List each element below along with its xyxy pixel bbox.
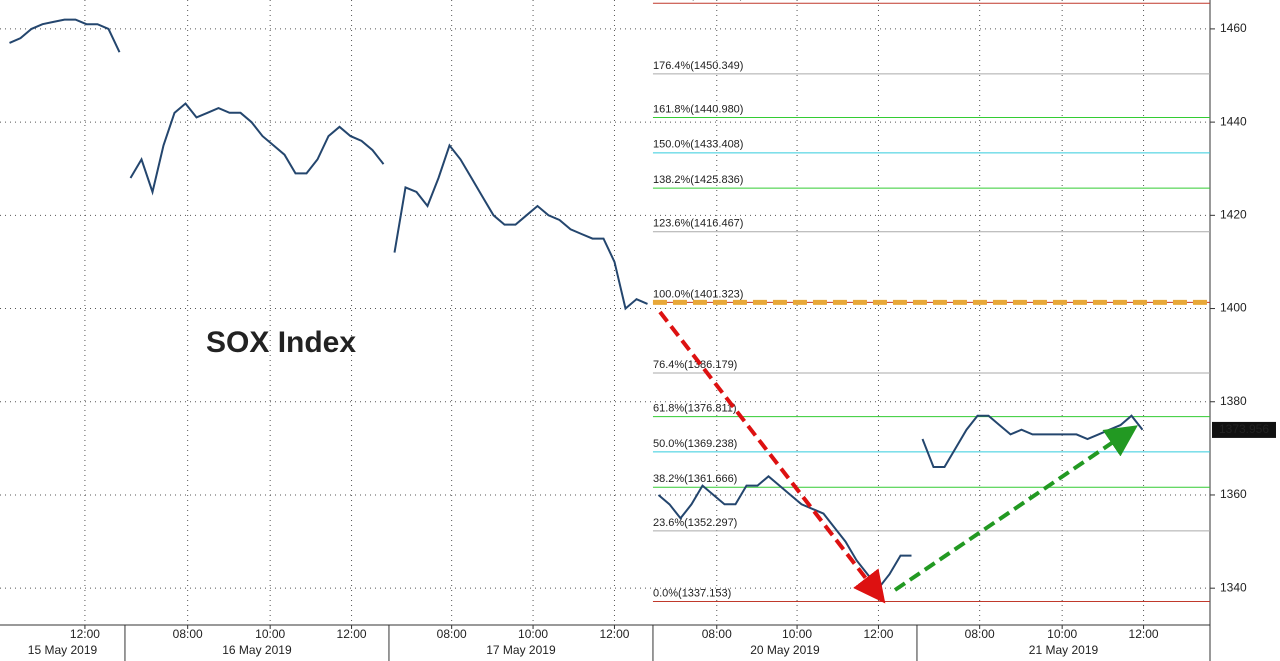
down-arrow: [658, 310, 886, 604]
x-tick-label: 08:00: [173, 627, 203, 641]
x-tick-label: 08:00: [702, 627, 732, 641]
level-label: 38.2%(1361.666): [653, 473, 737, 485]
y-tick-label: 1360: [1220, 487, 1247, 501]
x-tick-label: 12:00: [70, 627, 100, 641]
price-line: [393, 143, 648, 311]
x-tick-label: 08:00: [437, 627, 467, 641]
last-value-label: 1373.956: [1219, 422, 1269, 436]
price-line: [129, 102, 385, 196]
level-label: 0.0%(1337.153): [653, 587, 731, 599]
date-label: 21 May 2019: [1029, 643, 1099, 657]
x-tick-label: 12:00: [1129, 627, 1159, 641]
level-label: 23.6%(1352.297): [653, 517, 737, 529]
up-arrow: [893, 425, 1138, 592]
annotation: SOX Index: [206, 326, 356, 359]
x-tick-label: 12:00: [337, 627, 367, 641]
last-value-box: [1212, 421, 1276, 438]
x-tick-label: 10:00: [1047, 627, 1077, 641]
date-label: 15 May 2019: [28, 643, 98, 657]
price-line: [657, 474, 912, 590]
level-label: 123.6%(1416.467): [653, 218, 744, 230]
price-line: [921, 414, 1144, 468]
y-tick-label: 1460: [1220, 21, 1247, 35]
level-label: 61.8%(1376.811): [653, 403, 737, 415]
level-label: 76.4%(1386.179): [653, 359, 737, 371]
price-line: [9, 18, 121, 53]
y-tick-label: 1440: [1220, 114, 1247, 128]
level-label: 161.8%(1440.980): [653, 103, 744, 115]
y-tick-label: 1400: [1220, 301, 1247, 315]
level-label: 150.0%(1433.408): [653, 139, 744, 151]
date-label: 17 May 2019: [486, 643, 556, 657]
level-label: 138.2%(1425.836): [653, 174, 744, 186]
level-label: 100.0%(1401.323): [653, 288, 744, 300]
y-tick-label: 1340: [1220, 580, 1247, 594]
y-tick-label: 1380: [1220, 394, 1247, 408]
x-tick-label: 10:00: [518, 627, 548, 641]
date-label: 20 May 2019: [750, 643, 820, 657]
level-label: 200.0%(1465.493): [653, 0, 744, 1]
x-tick-label: 08:00: [965, 627, 995, 641]
y-tick-label: 1420: [1220, 207, 1247, 221]
x-tick-label: 10:00: [255, 627, 285, 641]
level-label: 176.4%(1450.349): [653, 60, 744, 72]
date-label: 16 May 2019: [222, 643, 292, 657]
level-label: 50.0%(1369.238): [653, 438, 737, 450]
x-tick-label: 12:00: [599, 627, 629, 641]
x-tick-label: 12:00: [863, 627, 893, 641]
x-tick-label: 10:00: [782, 627, 812, 641]
